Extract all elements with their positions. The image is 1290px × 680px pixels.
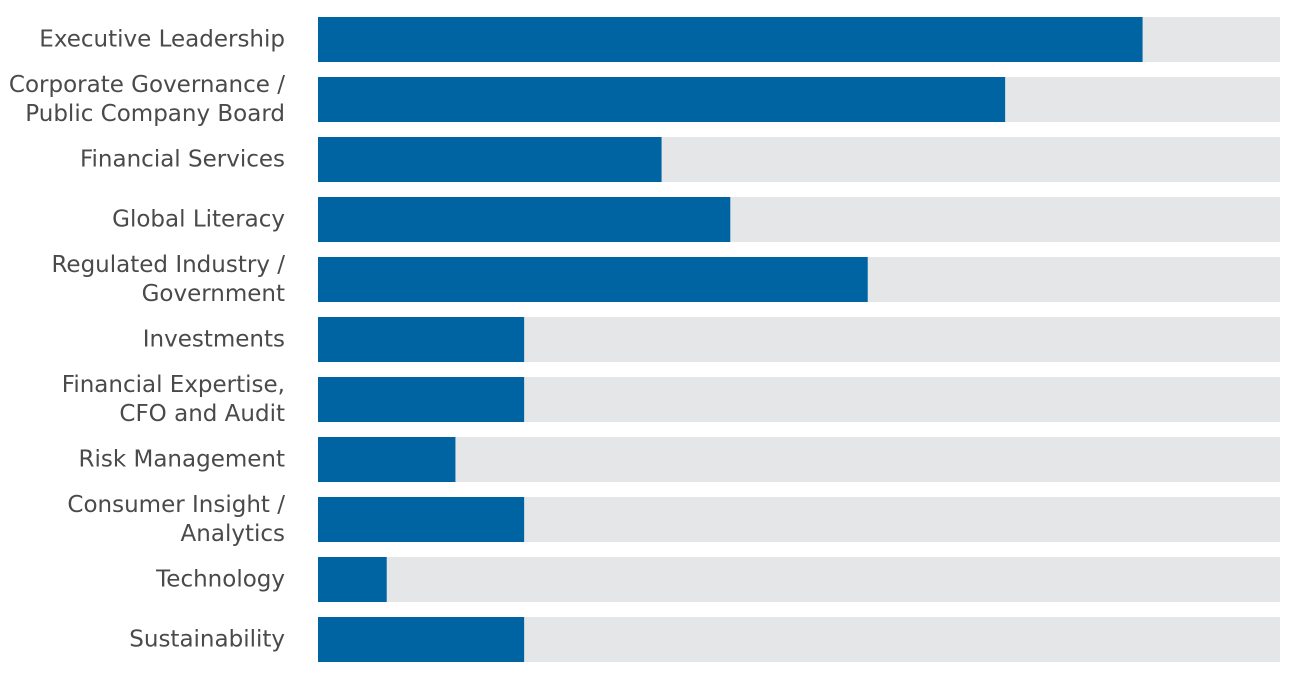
category-label: Corporate Governance / [9,72,285,98]
bar [318,137,662,182]
bar [318,77,1006,122]
category-label: Financial Expertise, [62,372,285,398]
category-label: Global Literacy [112,207,285,233]
category-label: Consumer Insight / [67,492,285,518]
category-label: Financial Services [80,147,285,173]
bar [318,17,1143,62]
category-label: Public Company Board [25,101,285,127]
category-label: Government [142,281,285,307]
category-label: Investments [143,327,285,353]
bar [318,497,525,542]
bar-layer [318,17,1143,662]
category-label: Technology [155,567,285,593]
bar-track [318,557,1280,602]
category-label: Risk Management [79,447,286,473]
category-label: Regulated Industry / [51,252,285,278]
category-label: CFO and Audit [119,401,285,427]
bar [318,377,525,422]
bar [318,197,731,242]
category-label: Sustainability [129,627,285,653]
bar-track [318,437,1280,482]
category-label: Executive Leadership [39,27,285,53]
bar [318,317,525,362]
bar [318,437,456,482]
bar [318,557,387,602]
category-label-layer: Executive Leadership Corporate Governance… [9,27,285,653]
bar [318,257,868,302]
bar [318,617,525,662]
category-label: Analytics [181,521,285,547]
